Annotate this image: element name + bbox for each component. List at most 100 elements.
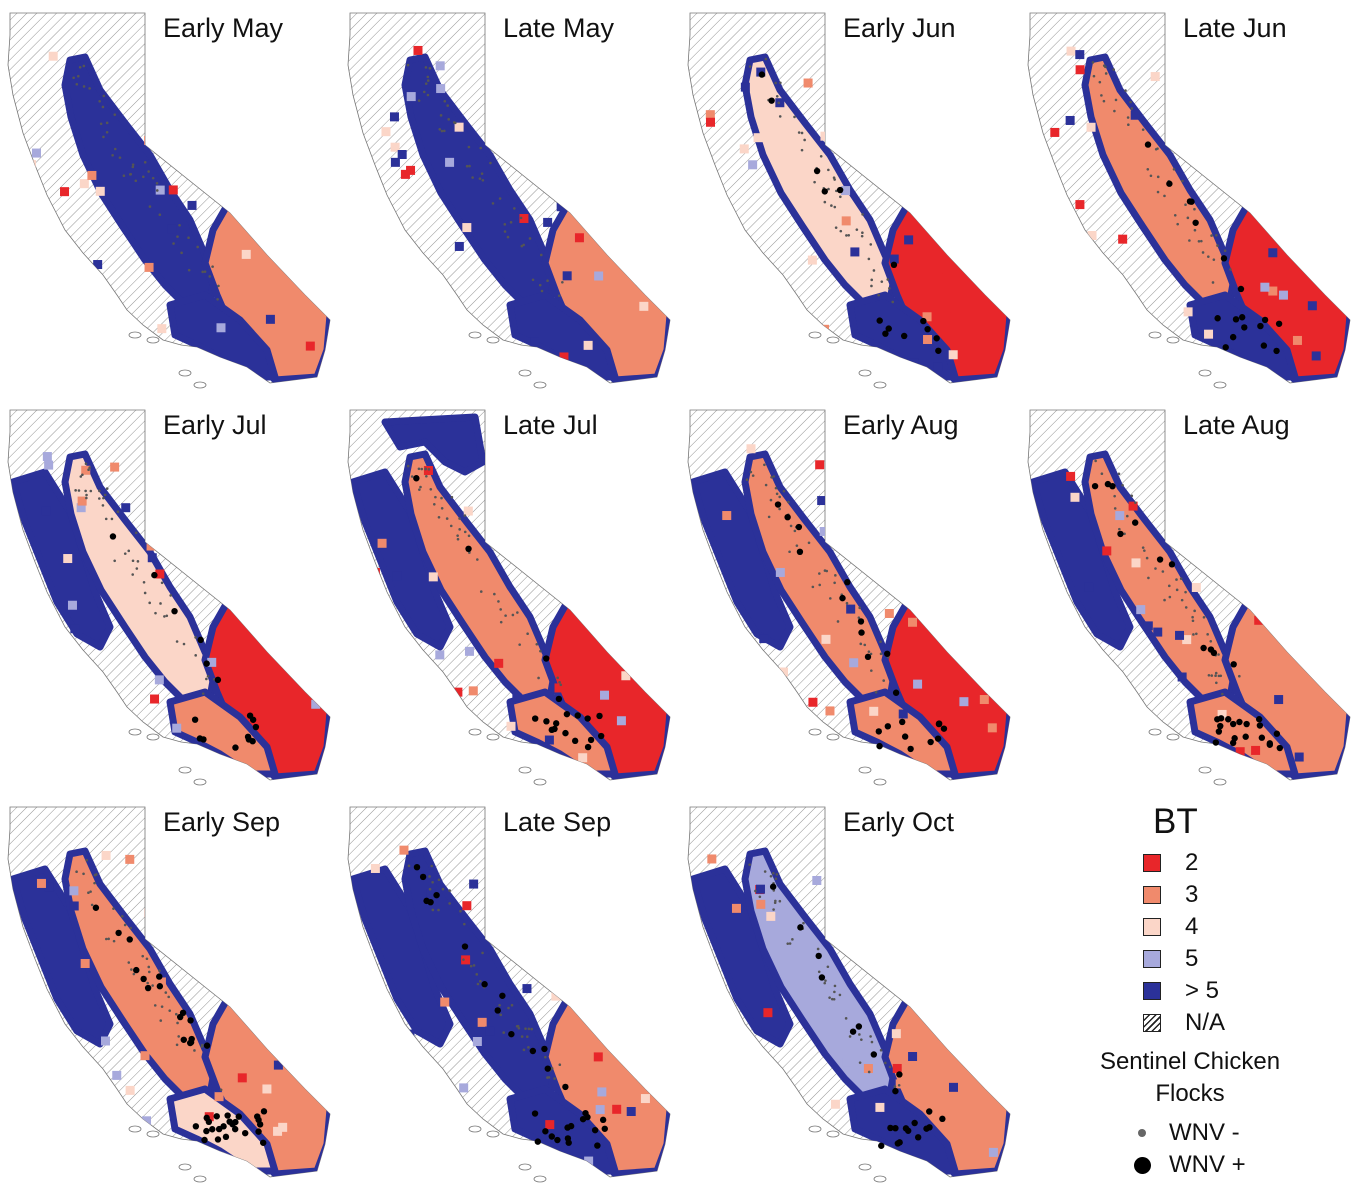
flock-negative-dot: [813, 180, 816, 184]
bt-cell: [853, 70, 863, 80]
bt-raster: [349, 845, 670, 1177]
bt-cell: [895, 855, 905, 865]
flock-negative-dot: [448, 902, 451, 905]
flock-positive-dot: [597, 732, 605, 740]
bt-cell: [485, 1026, 495, 1036]
flock-negative-dot: [516, 611, 519, 614]
flock-negative-dot: [151, 984, 154, 987]
map-panel: Early Aug: [685, 402, 1025, 794]
flock-positive-dot: [249, 738, 256, 745]
flock-negative-dot: [1217, 674, 1221, 678]
bt-cell: [971, 75, 981, 85]
flock-negative-dot: [463, 922, 466, 926]
bt-cell: [589, 620, 599, 630]
bt-cell: [1292, 335, 1302, 345]
flock-negative-dot: [830, 997, 834, 1001]
bt-cell: [42, 1060, 52, 1070]
bt-raster: [1029, 450, 1350, 780]
bt-cell: [841, 216, 851, 226]
bt-cell: [988, 1147, 998, 1157]
flock-positive-dot: [844, 579, 851, 586]
bt-raster: [689, 444, 1010, 780]
bt-cell: [618, 625, 628, 635]
flock-positive-dot: [884, 723, 892, 730]
bt-cell: [1130, 110, 1140, 120]
bt-cell: [538, 743, 548, 753]
flock-negative-dot: [786, 942, 790, 945]
bt-cell: [586, 859, 596, 869]
bt-cell: [69, 901, 79, 911]
flock-negative-dot: [440, 507, 444, 510]
flock-negative-dot: [219, 1088, 223, 1092]
bt-cell: [1291, 54, 1301, 64]
bt-cell: [273, 1060, 283, 1070]
bt-cell: [1324, 517, 1334, 527]
flock-negative-dot: [1180, 598, 1184, 602]
flock-negative-dot: [1215, 681, 1218, 685]
bt-cell: [908, 617, 918, 627]
flock-negative-dot: [424, 467, 427, 470]
bt-cell: [530, 337, 540, 347]
flock-positive-dot: [209, 1126, 216, 1133]
panel-title: Late Sep: [503, 807, 612, 837]
flock-negative-dot: [1126, 116, 1130, 119]
flock-positive-dot: [413, 863, 421, 871]
flock-positive-dot: [905, 1127, 912, 1134]
flock-positive-dot: [1200, 644, 1207, 652]
flock-negative-dot: [128, 173, 132, 176]
flock-negative-dot: [85, 493, 88, 497]
flock-negative-dot: [869, 243, 873, 246]
bt-cell: [1307, 301, 1317, 311]
flock-negative-dot: [1184, 590, 1187, 594]
flock-negative-dot: [113, 113, 117, 116]
flock-positive-dot: [508, 1030, 515, 1038]
bt-raster: [705, 53, 1010, 383]
bt-cell: [898, 453, 908, 463]
bt-cell: [388, 733, 398, 743]
bt-cell: [302, 561, 312, 571]
flock-positive-dot: [1236, 718, 1243, 726]
flock-negative-dot: [845, 234, 848, 237]
bt-cell: [1120, 303, 1130, 313]
bt-cell: [42, 452, 52, 462]
bt-cell: [1254, 615, 1264, 625]
bt-cell: [461, 955, 471, 965]
flock-negative-dot: [537, 676, 540, 680]
map-legend: BT 2 3 4 5 > 5 N/A Sentinel Chicken Floc…: [1075, 800, 1315, 1178]
bt-cell: [908, 1052, 918, 1061]
bt-cell: [583, 340, 593, 350]
flock-negative-dot: [830, 204, 833, 207]
bt-cell: [889, 254, 899, 264]
bt-cell: [406, 165, 416, 175]
flock-negative-dot: [503, 223, 507, 226]
flock-negative-dot: [447, 118, 451, 121]
bt-cell: [1255, 524, 1265, 534]
bt-cell: [136, 740, 146, 750]
flock-positive-dot: [499, 992, 506, 999]
bt-cell: [462, 223, 472, 233]
bt-cell: [621, 671, 631, 681]
flock-negative-dot: [506, 235, 510, 239]
bt-cell: [560, 524, 570, 534]
flock-positive-dot: [419, 873, 427, 881]
bt-cell: [305, 341, 315, 351]
bt-cell: [305, 867, 315, 877]
bt-cell: [87, 170, 97, 180]
bt-cell: [584, 1156, 594, 1166]
flock-positive-dot: [890, 261, 898, 269]
bt-cell: [140, 1051, 150, 1061]
flock-positive-dot: [1186, 198, 1194, 205]
flock-positive-dot: [933, 335, 940, 342]
bt-cell: [60, 187, 70, 197]
flock-positive-dot: [876, 742, 883, 750]
bt-cell: [1192, 48, 1202, 58]
bt-cell: [406, 92, 416, 102]
flock-negative-dot: [422, 90, 426, 94]
flock-negative-dot: [556, 676, 559, 680]
flock-positive-dot: [232, 744, 239, 751]
bt-cell: [739, 732, 749, 742]
flock-negative-dot: [520, 1035, 524, 1038]
bt-cell: [819, 526, 829, 536]
bt-cell: [1075, 200, 1085, 210]
flock-negative-dot: [177, 1035, 180, 1038]
